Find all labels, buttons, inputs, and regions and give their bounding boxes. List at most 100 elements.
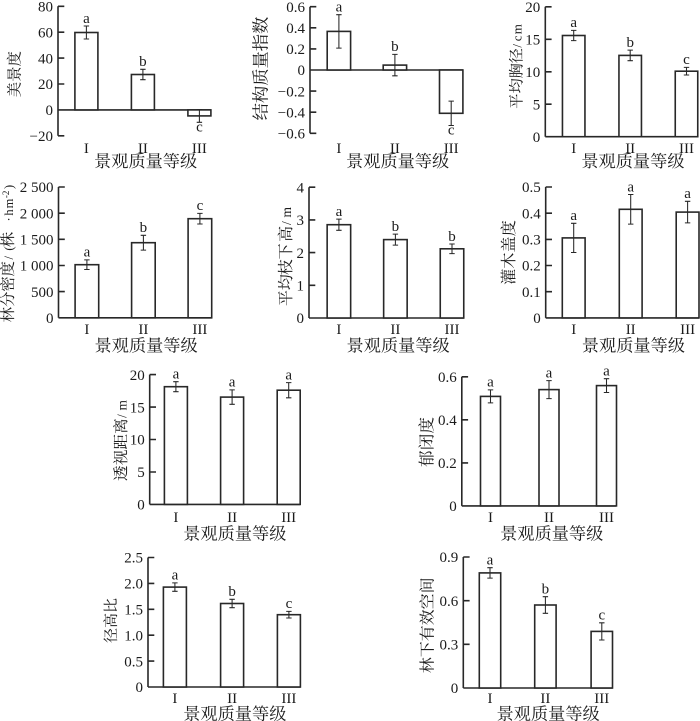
svg-text:m: m <box>279 206 294 217</box>
svg-text:0.2: 0.2 <box>438 456 457 472</box>
svg-text:20: 20 <box>525 0 540 16</box>
svg-text:15: 15 <box>130 400 145 416</box>
svg-text:m: m <box>114 399 129 410</box>
svg-text:0: 0 <box>451 681 459 697</box>
svg-text:·: · <box>2 217 16 221</box>
svg-text:0: 0 <box>298 63 306 79</box>
svg-text:a: a <box>487 375 494 391</box>
svg-text:II: II <box>138 322 148 338</box>
svg-text:0: 0 <box>533 311 541 327</box>
svg-text:0.3: 0.3 <box>522 233 541 249</box>
svg-text:b: b <box>140 220 148 236</box>
svg-text:c: c <box>598 608 605 624</box>
svg-text:I: I <box>571 141 576 157</box>
svg-text:/: / <box>279 221 294 225</box>
svg-text:2.0: 2.0 <box>124 577 143 593</box>
svg-text:a: a <box>84 245 91 261</box>
svg-text:60: 60 <box>38 25 53 41</box>
svg-text:b: b <box>448 229 456 245</box>
svg-text:0: 0 <box>533 130 541 146</box>
svg-text:c: c <box>197 198 204 214</box>
svg-text:b: b <box>626 35 634 51</box>
svg-text:20: 20 <box>130 368 145 384</box>
svg-text:II: II <box>390 322 400 338</box>
svg-text:0.1: 0.1 <box>522 285 541 301</box>
svg-text:I: I <box>336 141 341 157</box>
svg-text:I: I <box>84 141 89 157</box>
svg-text:0: 0 <box>136 680 144 696</box>
svg-text:b: b <box>139 54 147 70</box>
svg-text:III: III <box>192 141 207 157</box>
svg-text:1.0: 1.0 <box>124 628 143 644</box>
svg-text:a: a <box>570 208 577 224</box>
svg-text:a: a <box>627 179 634 195</box>
svg-text:500: 500 <box>31 285 54 301</box>
svg-text:b: b <box>391 39 399 55</box>
svg-text:II: II <box>540 691 550 707</box>
svg-text:a: a <box>603 364 610 380</box>
svg-text:15: 15 <box>525 33 540 49</box>
svg-text:0.6: 0.6 <box>438 370 457 386</box>
svg-text:0.9: 0.9 <box>440 550 459 566</box>
svg-text:20: 20 <box>38 77 53 93</box>
svg-text:II: II <box>390 141 400 157</box>
svg-text:−20: −20 <box>30 129 53 145</box>
svg-text:): ) <box>2 185 16 189</box>
svg-text:−0.2: −0.2 <box>278 84 305 100</box>
svg-text:(: ( <box>2 246 16 250</box>
svg-text:a: a <box>570 15 577 31</box>
svg-text:I: I <box>488 691 493 707</box>
svg-text:III: III <box>192 322 207 338</box>
svg-text:I: I <box>172 691 177 707</box>
svg-text:II: II <box>227 510 237 526</box>
svg-text:a: a <box>173 367 180 383</box>
svg-text:0.4: 0.4 <box>522 206 541 222</box>
svg-text:2 500: 2 500 <box>20 180 54 196</box>
svg-text:a: a <box>336 204 343 220</box>
svg-text:0.3: 0.3 <box>440 638 459 654</box>
svg-text:III: III <box>594 691 609 707</box>
svg-text:0: 0 <box>46 103 54 119</box>
svg-text:/: / <box>510 44 525 48</box>
svg-text:-2: -2 <box>1 191 11 199</box>
svg-text:I: I <box>173 510 178 526</box>
svg-text:III: III <box>599 510 614 526</box>
svg-text:/: / <box>114 414 129 418</box>
svg-text:II: II <box>138 141 148 157</box>
svg-text:b: b <box>542 582 550 598</box>
svg-text:a: a <box>229 375 236 391</box>
svg-text:2 000: 2 000 <box>20 206 54 222</box>
svg-text:I: I <box>571 322 576 338</box>
svg-text:0.5: 0.5 <box>124 654 143 670</box>
svg-text:1 000: 1 000 <box>20 259 54 275</box>
svg-text:m: m <box>510 24 525 34</box>
svg-text:1 500: 1 500 <box>20 233 54 249</box>
svg-text:0: 0 <box>137 498 145 514</box>
svg-text:a: a <box>684 186 691 202</box>
svg-text:a: a <box>487 553 494 569</box>
svg-text:III: III <box>445 322 460 338</box>
svg-text:I: I <box>336 322 341 338</box>
svg-text:2: 2 <box>297 246 305 262</box>
svg-text:0.5: 0.5 <box>522 180 541 196</box>
svg-text:II: II <box>544 510 554 526</box>
svg-text:0.4: 0.4 <box>438 413 457 429</box>
svg-text:a: a <box>172 568 179 584</box>
svg-text:c: c <box>448 123 455 139</box>
svg-text:a: a <box>546 365 553 381</box>
svg-text:III: III <box>281 510 296 526</box>
svg-text:0.6: 0.6 <box>440 594 459 610</box>
svg-text:40: 40 <box>38 51 53 67</box>
svg-text:0.2: 0.2 <box>522 259 541 275</box>
svg-text:−0.4: −0.4 <box>278 105 306 121</box>
svg-text:0.6: 0.6 <box>286 0 305 16</box>
svg-text:2.5: 2.5 <box>124 551 143 567</box>
svg-text:c: c <box>510 35 525 41</box>
svg-text:/: / <box>2 256 16 260</box>
svg-text:0: 0 <box>46 311 54 327</box>
svg-text:0: 0 <box>449 499 457 515</box>
svg-text:5: 5 <box>137 465 145 481</box>
svg-text:c: c <box>683 52 690 68</box>
svg-text:0.2: 0.2 <box>286 42 305 58</box>
svg-text:III: III <box>680 322 695 338</box>
